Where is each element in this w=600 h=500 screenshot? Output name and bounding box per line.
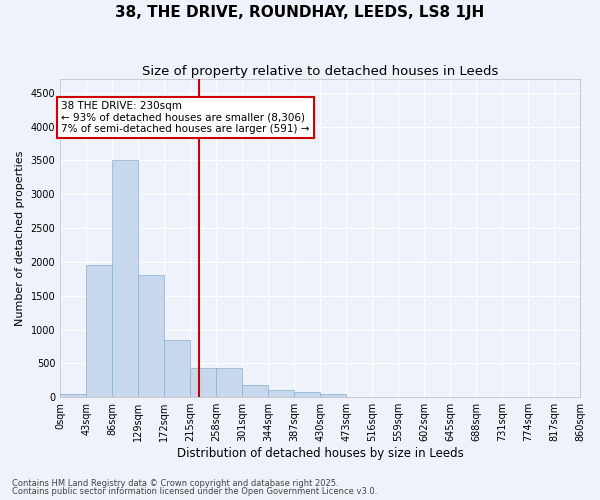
Bar [61,394,86,397]
Bar [268,390,294,397]
Text: Contains public sector information licensed under the Open Government Licence v3: Contains public sector information licen… [12,487,377,496]
Y-axis label: Number of detached properties: Number of detached properties [15,150,25,326]
Bar [242,385,268,397]
Bar [216,368,242,397]
X-axis label: Distribution of detached houses by size in Leeds: Distribution of detached houses by size … [177,447,463,460]
Bar [112,160,138,397]
Text: Contains HM Land Registry data © Crown copyright and database right 2025.: Contains HM Land Registry data © Crown c… [12,478,338,488]
Bar [190,368,216,397]
Bar [86,266,112,397]
Bar [164,340,190,397]
Text: 38, THE DRIVE, ROUNDHAY, LEEDS, LS8 1JH: 38, THE DRIVE, ROUNDHAY, LEEDS, LS8 1JH [115,5,485,20]
Bar [320,394,346,397]
Bar [294,392,320,397]
Text: 38 THE DRIVE: 230sqm
← 93% of detached houses are smaller (8,306)
7% of semi-det: 38 THE DRIVE: 230sqm ← 93% of detached h… [61,101,310,134]
Bar [138,276,164,397]
Title: Size of property relative to detached houses in Leeds: Size of property relative to detached ho… [142,65,498,78]
